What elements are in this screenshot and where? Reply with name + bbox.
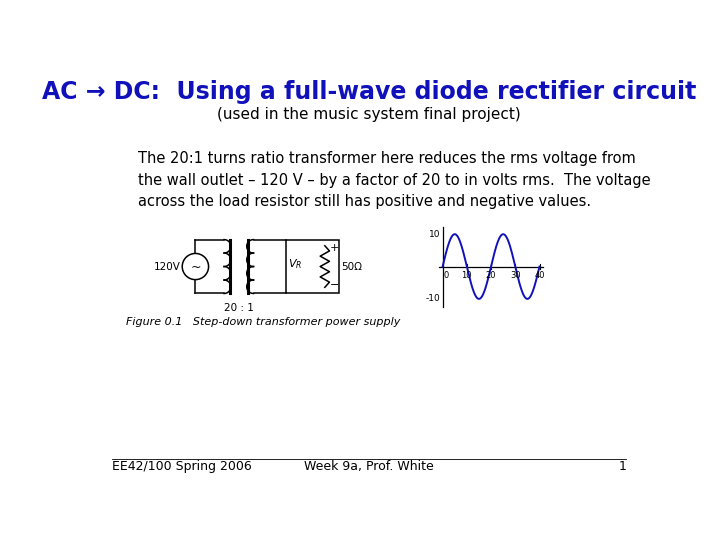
Text: Figure 0.1   Step-down transformer power supply: Figure 0.1 Step-down transformer power s…	[125, 316, 400, 327]
Text: 30: 30	[510, 271, 521, 280]
Text: -10: -10	[426, 294, 441, 303]
Text: 1: 1	[618, 460, 626, 473]
Text: ~: ~	[190, 261, 201, 274]
Text: 50Ω: 50Ω	[341, 261, 362, 272]
Text: 0: 0	[444, 271, 449, 280]
Text: EE42/100 Spring 2006: EE42/100 Spring 2006	[112, 460, 251, 473]
Text: Week 9a, Prof. White: Week 9a, Prof. White	[304, 460, 434, 473]
Text: 20 : 1: 20 : 1	[224, 303, 253, 313]
Text: (used in the music system final project): (used in the music system final project)	[217, 107, 521, 123]
Text: The 20:1 turns ratio transformer here reduces the rms voltage from
the wall outl: The 20:1 turns ratio transformer here re…	[138, 151, 651, 209]
Text: −: −	[330, 280, 340, 291]
Text: 10: 10	[429, 230, 441, 239]
Text: 40: 40	[534, 271, 545, 280]
Text: +: +	[330, 242, 340, 253]
Text: 120V: 120V	[154, 261, 181, 272]
Text: $V_R$: $V_R$	[288, 258, 302, 271]
Text: AC → DC:  Using a full-wave diode rectifier circuit: AC → DC: Using a full-wave diode rectifi…	[42, 80, 696, 104]
Bar	[286, 240, 339, 294]
Text: 20: 20	[486, 271, 496, 280]
Text: 10: 10	[462, 271, 472, 280]
